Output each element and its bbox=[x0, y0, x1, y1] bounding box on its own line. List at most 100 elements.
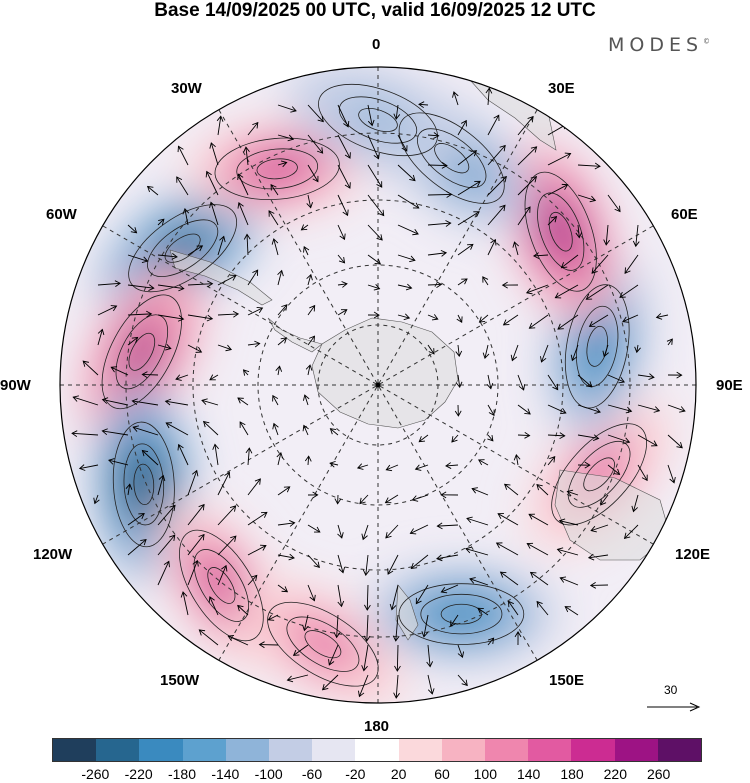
wind-arrow bbox=[271, 238, 279, 256]
contour-line bbox=[524, 171, 597, 292]
wind-arrow bbox=[517, 374, 526, 391]
wind-arrow bbox=[666, 338, 673, 346]
wind-arrow bbox=[337, 194, 349, 217]
wind-arrow bbox=[247, 511, 268, 526]
wind-arrow bbox=[397, 194, 420, 209]
meridian-60e-120w bbox=[102, 225, 654, 545]
wind-arrow bbox=[307, 584, 316, 602]
wind-arrow bbox=[457, 644, 465, 659]
wind-arrow bbox=[501, 281, 519, 289]
wind-arrow bbox=[247, 307, 264, 316]
wind-arrow bbox=[607, 464, 621, 475]
lon-label-30w: 30W bbox=[171, 80, 202, 97]
wind-arrow bbox=[588, 314, 609, 327]
wind-arrow bbox=[358, 674, 369, 698]
wind-arrow bbox=[547, 183, 569, 196]
colorbar-swatch bbox=[441, 739, 486, 761]
wind-arrow bbox=[303, 394, 310, 406]
wind-arrow bbox=[514, 630, 522, 646]
wind-arrow bbox=[457, 243, 474, 256]
contour-line bbox=[256, 158, 298, 180]
wind-arrow bbox=[590, 524, 609, 533]
wind-arrow bbox=[414, 464, 429, 471]
wind-arrow bbox=[187, 344, 203, 353]
wind-arrow bbox=[217, 274, 237, 286]
anomaly-blob bbox=[292, 620, 354, 668]
wind-arrow bbox=[108, 458, 129, 466]
wind-arrow bbox=[110, 366, 129, 376]
wind-arrow bbox=[577, 162, 601, 170]
wind-arrow bbox=[457, 278, 468, 286]
contour-line bbox=[214, 137, 340, 201]
wind-arrow bbox=[637, 434, 658, 447]
latitude-circle-70 bbox=[257, 264, 499, 506]
wind-arrow bbox=[217, 235, 226, 256]
wind-arrow bbox=[409, 524, 429, 535]
wind-arrow bbox=[217, 471, 231, 496]
wind-arrow bbox=[356, 463, 369, 470]
contour-line bbox=[548, 211, 573, 252]
wind-arrow bbox=[577, 404, 601, 414]
wind-arrow bbox=[307, 134, 324, 154]
contour-line bbox=[286, 616, 360, 672]
wind-arrow bbox=[267, 614, 279, 621]
colorbar-swatch bbox=[269, 739, 313, 761]
south-pole-marker bbox=[375, 382, 381, 388]
colorbar-tick-label: 140 bbox=[516, 766, 541, 782]
wind-arrow bbox=[127, 254, 149, 263]
wind-arrow bbox=[157, 474, 166, 496]
colorbar-swatch bbox=[53, 739, 97, 761]
wind-arrow bbox=[276, 451, 284, 466]
wind-arrow bbox=[132, 425, 159, 436]
wind-arrow bbox=[624, 254, 639, 274]
wind-arrow bbox=[502, 314, 519, 326]
wind-arrow bbox=[528, 513, 549, 526]
wind-arrow bbox=[247, 340, 261, 348]
wind-arrow bbox=[307, 491, 319, 499]
wind-arrow bbox=[97, 305, 118, 316]
lon-label-120w: 120W bbox=[33, 546, 73, 563]
wind-arrow bbox=[517, 115, 534, 136]
reference-vector-label: 30 bbox=[664, 683, 678, 697]
wind-arrow bbox=[157, 534, 176, 556]
colorbar-swatch bbox=[96, 739, 140, 761]
wind-arrow bbox=[361, 524, 369, 541]
wind-arrow bbox=[487, 204, 506, 226]
wind-arrow bbox=[272, 422, 279, 436]
wind-arrow bbox=[367, 194, 385, 217]
wind-arrow bbox=[187, 533, 205, 556]
wind-arrow bbox=[477, 459, 489, 466]
lon-label-150e: 150E bbox=[549, 672, 585, 689]
wind-arrow bbox=[217, 344, 233, 352]
wind-arrow bbox=[247, 269, 259, 286]
wind-arrow bbox=[307, 304, 316, 316]
colorbar-swatch bbox=[225, 739, 270, 761]
wind-arrow bbox=[393, 674, 400, 699]
contour-line bbox=[583, 457, 615, 492]
wind-arrow bbox=[272, 394, 279, 406]
anomaly-blob bbox=[243, 151, 312, 187]
wind-arrow bbox=[101, 428, 129, 436]
wind-arrow bbox=[157, 253, 178, 260]
wind-arrow bbox=[247, 121, 259, 136]
colorbar-tick-label: -60 bbox=[301, 766, 323, 782]
wind-arrow bbox=[258, 641, 279, 649]
wind-arrow bbox=[364, 584, 371, 611]
wind-arrow bbox=[176, 176, 189, 196]
wind-arrow bbox=[585, 284, 609, 300]
wind-arrow bbox=[532, 252, 549, 260]
wind-arrow bbox=[486, 374, 494, 390]
lon-label-60w: 60W bbox=[46, 206, 77, 223]
wind-arrow bbox=[78, 464, 99, 471]
wind-arrow bbox=[329, 460, 339, 468]
wind-arrow bbox=[457, 211, 480, 226]
colorbar-swatch bbox=[398, 739, 442, 761]
wind-arrow bbox=[471, 487, 489, 496]
wind-arrow bbox=[517, 431, 531, 439]
wind-arrow bbox=[198, 629, 219, 646]
wind-arrow bbox=[427, 162, 448, 169]
wind-arrow bbox=[499, 571, 519, 586]
wind-arrow bbox=[182, 207, 190, 226]
contour-line bbox=[358, 108, 398, 132]
contour-line bbox=[551, 423, 648, 526]
